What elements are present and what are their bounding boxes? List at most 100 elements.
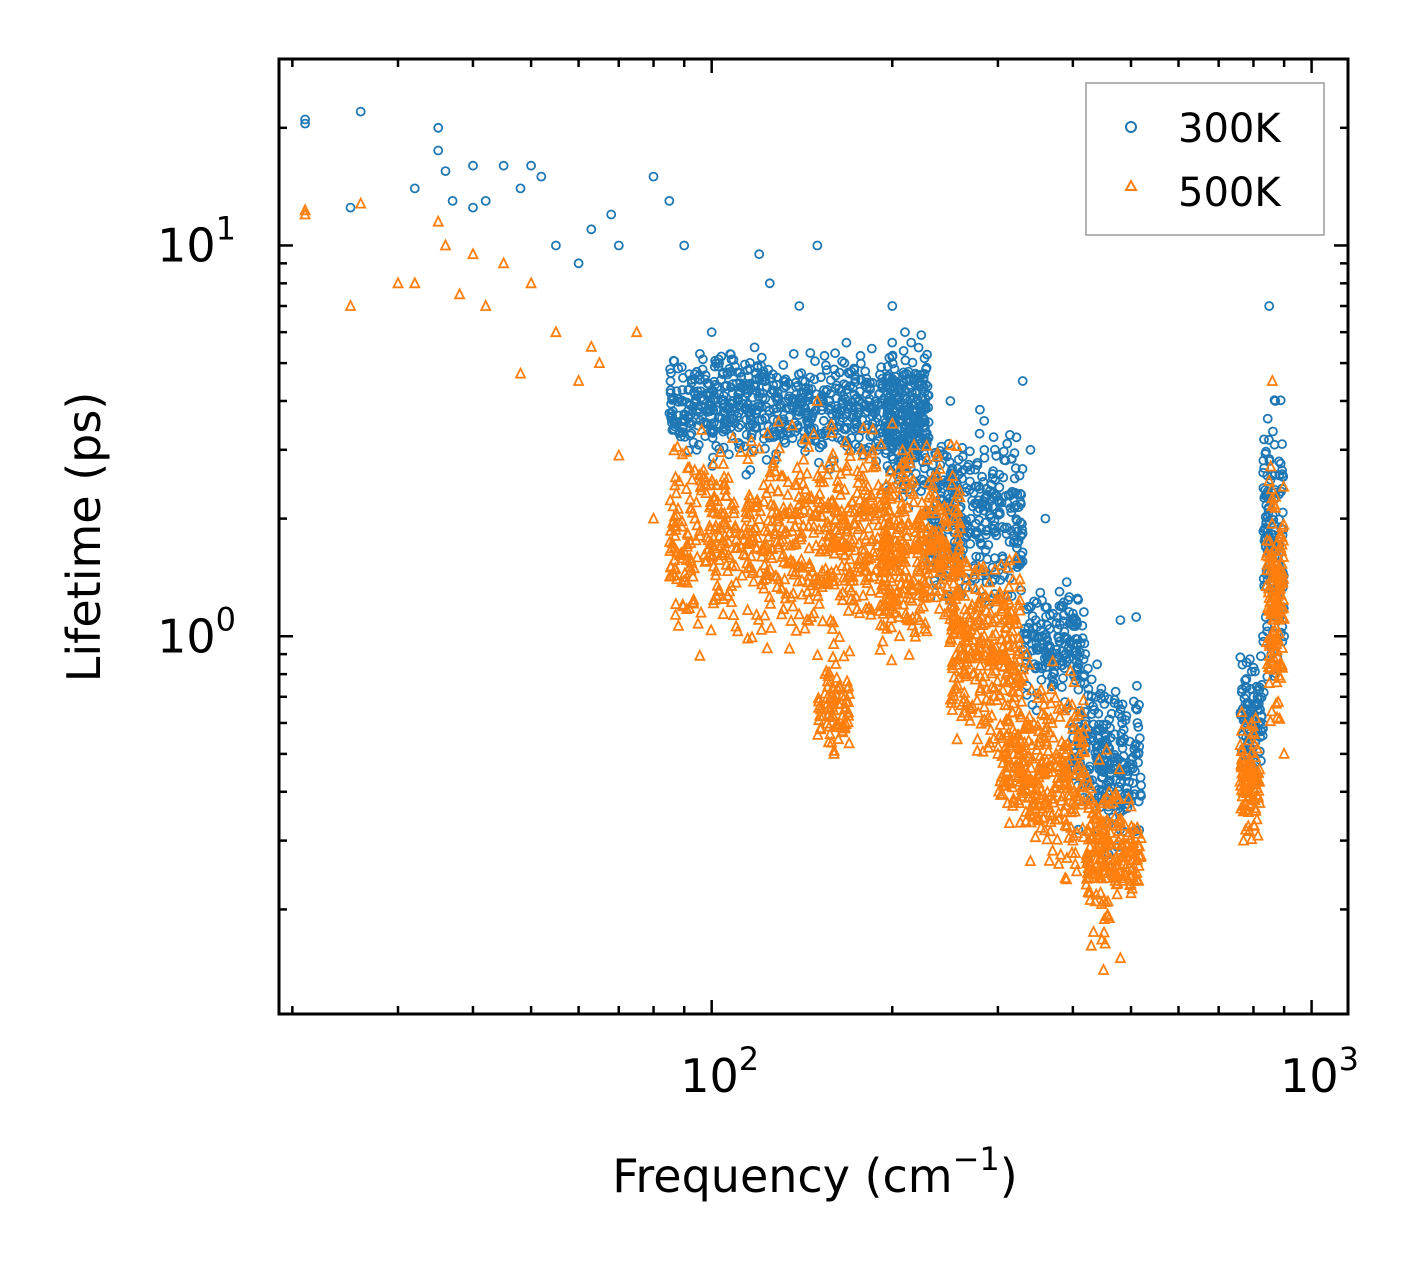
point-500k: [665, 569, 678, 582]
point-500k: [999, 741, 1011, 754]
point-500k: [1264, 459, 1277, 472]
point-500k: [896, 443, 909, 456]
point-500k: [884, 587, 897, 600]
point-300k: [915, 417, 926, 427]
point-500k: [794, 467, 807, 480]
point-500k: [930, 590, 942, 603]
point-300k: [735, 378, 746, 389]
point-300k: [866, 343, 877, 354]
point-500k: [897, 533, 909, 546]
point-500k: [946, 661, 959, 674]
point-500k: [792, 574, 804, 587]
point-300k: [683, 405, 694, 416]
point-500k: [958, 588, 971, 601]
point-500k: [1094, 827, 1106, 840]
point-300k: [433, 145, 444, 156]
point-500k: [802, 439, 815, 452]
point-500k: [1025, 760, 1038, 773]
point-500k: [1108, 860, 1120, 873]
point-500k: [1020, 814, 1032, 826]
point-300k: [749, 342, 760, 353]
point-500k: [354, 196, 367, 209]
point-300k: [1268, 426, 1278, 437]
point-500k: [962, 633, 975, 646]
point-500k: [685, 553, 697, 566]
point-500k: [1007, 791, 1020, 804]
point-300k: [974, 428, 985, 439]
point-300k: [819, 350, 830, 361]
point-500k: [829, 460, 842, 473]
point-500k: [862, 600, 875, 613]
point-500k: [829, 656, 842, 669]
point-500k: [1098, 866, 1111, 878]
point-500k: [1003, 595, 1016, 608]
point-500k: [690, 495, 703, 508]
point-500k: [843, 736, 856, 749]
point-500k: [836, 724, 849, 737]
point-500k: [745, 434, 758, 447]
point-300k: [1061, 577, 1072, 587]
point-300k: [825, 375, 836, 386]
point-500k: [1275, 544, 1288, 557]
point-300k: [1073, 595, 1083, 605]
point-500k: [881, 508, 894, 521]
point-500k: [1105, 816, 1118, 829]
point-300k: [965, 527, 976, 538]
point-500k: [875, 486, 887, 499]
point-500k: [880, 497, 893, 510]
point-500k: [920, 624, 933, 637]
point-300k: [920, 417, 930, 428]
point-500k: [790, 623, 803, 636]
point-500k: [901, 612, 914, 625]
point-300k: [1027, 629, 1038, 640]
point-500k: [714, 445, 727, 458]
point-500k: [939, 510, 952, 523]
point-300k: [721, 380, 732, 391]
point-500k: [842, 708, 855, 721]
point-500k: [1252, 828, 1264, 841]
point-500k: [941, 519, 954, 532]
point-500k: [681, 461, 694, 474]
point-500k: [672, 618, 685, 631]
point-500k: [669, 607, 682, 620]
point-500k: [836, 558, 848, 571]
point-500k: [1090, 799, 1103, 812]
point-500k: [847, 573, 860, 586]
point-300k: [1010, 463, 1021, 474]
point-300k: [300, 114, 311, 125]
point-300k: [1005, 429, 1015, 440]
point-500k: [1035, 820, 1047, 833]
point-500k: [1038, 823, 1051, 836]
point-300k: [935, 480, 946, 490]
point-300k: [1110, 729, 1120, 740]
point-300k: [1044, 624, 1055, 634]
point-500k: [931, 449, 943, 462]
point-500k: [897, 597, 910, 610]
point-500k: [940, 588, 953, 601]
point-300k: [689, 369, 700, 380]
point-500k: [1094, 870, 1107, 883]
point-500k: [851, 486, 864, 499]
point-500k: [1100, 837, 1113, 850]
point-300k: [1104, 759, 1115, 769]
point-500k: [859, 482, 872, 495]
point-300k: [1086, 674, 1097, 685]
point-300k: [695, 348, 705, 359]
point-300k: [717, 413, 727, 424]
point-500k: [974, 683, 986, 696]
point-500k: [922, 475, 935, 488]
point-500k: [1046, 715, 1058, 728]
point-300k: [667, 395, 678, 405]
point-500k: [954, 515, 966, 528]
point-300k: [665, 364, 675, 375]
point-500k: [903, 591, 916, 604]
point-300k: [791, 381, 801, 392]
point-500k: [950, 439, 963, 452]
point-500k: [824, 540, 837, 553]
point-500k: [1028, 797, 1041, 810]
point-500k: [966, 666, 979, 679]
point-500k: [740, 537, 753, 549]
point-500k: [1080, 877, 1093, 890]
point-300k: [1035, 619, 1046, 630]
